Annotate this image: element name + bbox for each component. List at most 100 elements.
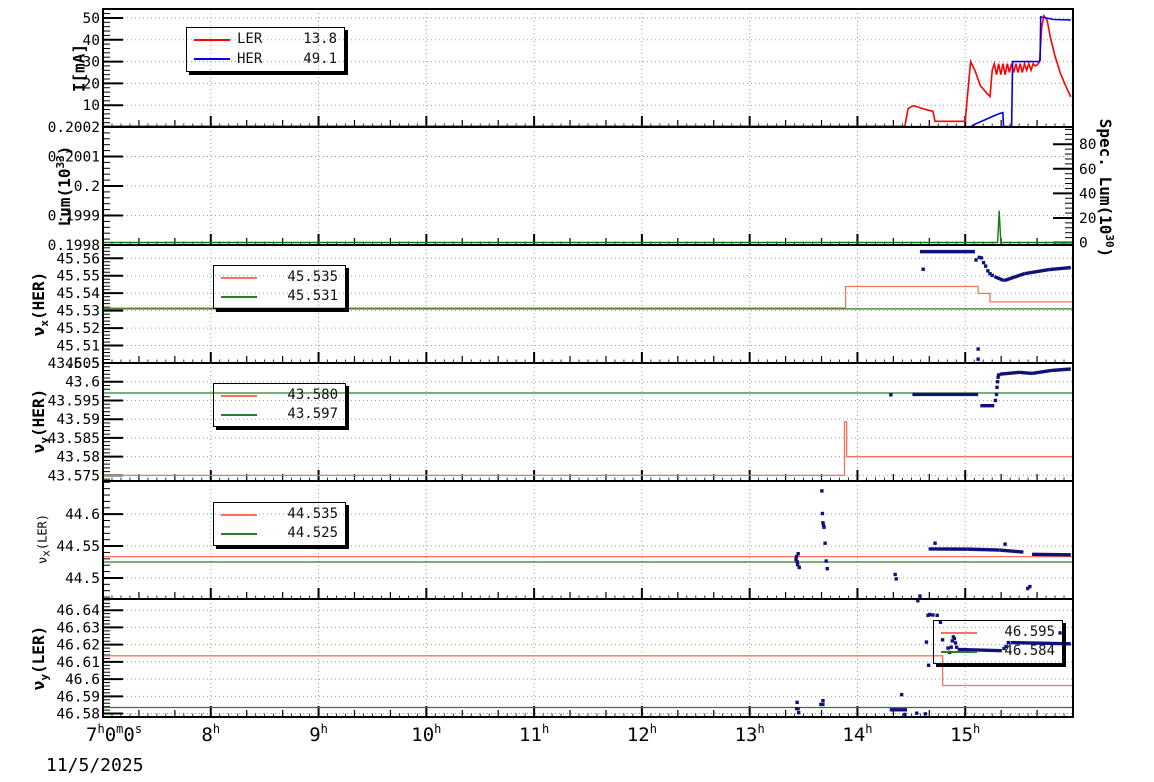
series-dot-measured (795, 700, 799, 705)
legend-series-value: 45.535 (287, 269, 338, 285)
panel-border (102, 598, 1074, 718)
series-dot-measured (1002, 646, 1006, 651)
series-dot-measured (931, 613, 935, 617)
series-dot-measured (935, 613, 939, 618)
y-tick-label: 0.2 (74, 179, 100, 195)
series-dot-measured (996, 373, 1001, 377)
series-run-measured (1032, 552, 1071, 557)
series-dot-measured (1003, 542, 1007, 546)
right-tick-label: 20 (1079, 211, 1096, 227)
series-dot-measured (918, 594, 922, 598)
series-setpoint (103, 655, 1073, 687)
series-run-measured (1018, 370, 1033, 376)
y-tick-label: 45.52 (56, 321, 100, 337)
series-dot-measured (889, 393, 893, 397)
series-dot-measured (820, 489, 824, 493)
legend-series-value: 43.597 (287, 406, 338, 422)
legend-series-value: 46.584 (1004, 643, 1055, 659)
legend-line-sample (221, 532, 257, 535)
legend-series-value: 49.1 (303, 50, 337, 67)
series-dot-measured (820, 511, 825, 516)
panel-nux-ler: 44.5 44.55 44.6 (56, 480, 1074, 600)
y-tick-label: 0.2002 (48, 120, 100, 136)
series-group (103, 599, 1073, 717)
series-run-measured (957, 647, 1002, 653)
series-dot-measured (794, 554, 799, 559)
series-dot-measured (822, 525, 826, 529)
series-run-measured (967, 547, 1000, 552)
series-dot-measured (993, 398, 998, 403)
legend-entry: LER 13.8 (194, 31, 337, 48)
series-dot-measured (921, 267, 925, 271)
series-dot-measured (1006, 640, 1011, 645)
x-tick-label: 8h (201, 722, 221, 746)
series-dot-measured (974, 258, 978, 262)
series-run-measured (1010, 640, 1071, 646)
series-dot-measured (824, 559, 828, 563)
y-axis-title-nuy-her: νy(HER) (28, 388, 52, 454)
legend-nux-her: 45.535 45.531 (213, 265, 346, 309)
legend-entry: 45.535 (221, 269, 338, 286)
series-dot-measured (986, 269, 990, 273)
legend-line-sample (221, 413, 257, 416)
y-tick-label: 44.5 (65, 571, 100, 587)
legend-nuy-ler: 46.595 46.584 (933, 620, 1063, 664)
legend-entry: 46.595 (941, 624, 1055, 641)
legend-line-sample (221, 513, 257, 516)
series-dot-measured (823, 541, 827, 545)
series-dot-measured (1028, 584, 1032, 589)
y-tick-label: 46.62 (56, 638, 100, 654)
legend-series-value: 13.8 (303, 31, 337, 48)
series-dot-measured (903, 712, 907, 717)
y-tick-label: 46.6 (65, 672, 100, 688)
series-dot-measured (938, 620, 943, 624)
y-axis-title-current: I[mA] (69, 43, 89, 93)
legend-line-sample (221, 295, 257, 298)
series-dot-measured (979, 256, 984, 260)
y-tick-label: 0.1998 (48, 238, 100, 254)
series-dot-measured (795, 562, 800, 567)
series-dot-measured (899, 692, 904, 697)
legend-entry: 43.580 (221, 387, 338, 404)
legend-series-name: HER (237, 50, 263, 67)
y-tick-label: 43.595 (48, 393, 100, 409)
series-dot-measured (797, 565, 801, 570)
legend-line-sample (941, 650, 977, 653)
series-dot-measured (995, 385, 999, 390)
y-tick-label: 45.51 (56, 339, 100, 355)
y-axis-title-nuy-ler: νy(LER) (28, 625, 52, 691)
right-tick-label: 80 (1079, 137, 1096, 153)
legend-entry: 43.597 (221, 406, 338, 423)
legend-nuy-her: 43.580 43.597 (213, 383, 346, 427)
series-dot-measured (951, 635, 956, 639)
series-dot-measured (946, 646, 950, 650)
legend-series-value: 44.535 (287, 506, 338, 522)
series-dot-measured (893, 572, 897, 577)
series-dot-measured (927, 612, 932, 617)
y-tick-label: 50 (83, 11, 100, 27)
right-tick-label: 0 (1079, 236, 1088, 252)
series-dot-measured (996, 375, 1000, 379)
legend-series-value: 45.531 (287, 288, 338, 304)
series-dot-measured (924, 640, 929, 644)
series-dot-measured (915, 711, 919, 715)
y-tick-label: 45.53 (56, 304, 100, 320)
series-dot-measured (821, 523, 826, 528)
y-tick-label: 10 (83, 98, 100, 114)
series-dot-measured (916, 599, 920, 603)
y-tick-label: 30 (83, 55, 100, 71)
y-tick-label: 46.61 (56, 655, 100, 671)
panel-nuy-her: 43.575 43.58 43.585 43.59 43.595 43.6 43.605 (48, 356, 1074, 484)
series-setpoint (103, 421, 1073, 477)
legend-line-sample (941, 631, 977, 634)
legend-series-value: 44.525 (287, 525, 338, 541)
series-dot-measured (894, 577, 898, 581)
x-tick-label: 15h (950, 722, 981, 746)
series-dot-measured (821, 521, 825, 525)
date-label: 11/5/2025 (46, 755, 144, 776)
series-dot-measured (954, 645, 959, 649)
series-dot-measured (926, 663, 931, 668)
y-tick-label: 43.605 (48, 356, 100, 372)
